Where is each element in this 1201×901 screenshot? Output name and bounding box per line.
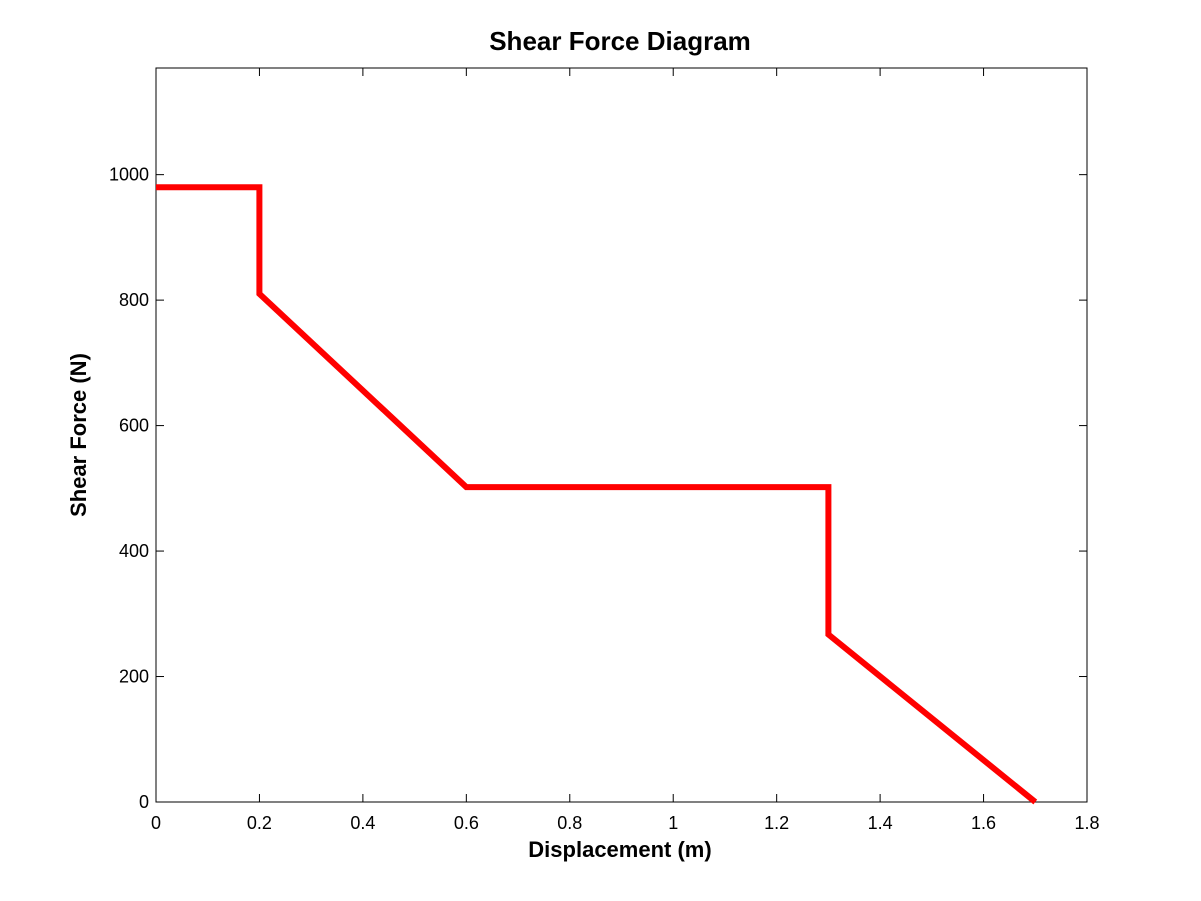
axes-box <box>155 67 1088 803</box>
x-tick-label: 0.4 <box>350 813 375 833</box>
axis-ticks <box>155 68 1088 803</box>
x-tick-labels: 0 0.2 0.4 0.6 0.8 1 1.2 1.4 1.6 1.8 <box>151 813 1100 833</box>
y-tick-label: 0 <box>139 792 149 812</box>
x-tick-label: 1.6 <box>971 813 996 833</box>
plot-area <box>155 67 1088 805</box>
x-tick-label: 0.2 <box>247 813 272 833</box>
x-tick-label: 0.8 <box>557 813 582 833</box>
y-tick-label: 600 <box>119 416 149 436</box>
y-tick-labels: 0 200 400 600 800 1000 <box>109 165 149 812</box>
x-tick-label: 1 <box>668 813 678 833</box>
x-axis-label: Displacement (m) <box>528 837 711 862</box>
y-tick-label: 800 <box>119 290 149 310</box>
y-tick-label: 1000 <box>109 165 149 185</box>
x-tick-label: 1.4 <box>868 813 893 833</box>
chart-title: Shear Force Diagram <box>489 26 751 56</box>
series-layer <box>155 184 1038 805</box>
y-tick-label: 200 <box>119 667 149 687</box>
x-tick-label: 0 <box>151 813 161 833</box>
x-tick-label: 0.6 <box>454 813 479 833</box>
x-tick-label: 1.8 <box>1074 813 1099 833</box>
x-tick-label: 1.2 <box>764 813 789 833</box>
y-tick-label: 400 <box>119 541 149 561</box>
y-axis-label: Shear Force (N) <box>66 353 91 517</box>
